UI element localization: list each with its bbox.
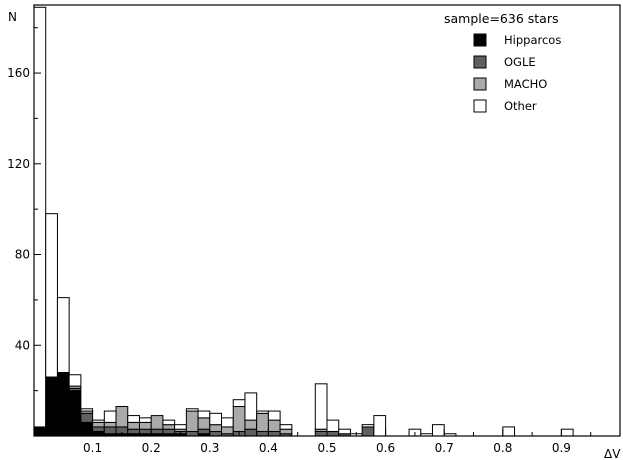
bar-other-15	[209, 412, 223, 426]
bar-macho-5	[92, 421, 105, 428]
bar-ogle-8	[127, 428, 140, 435]
bar-ogle-24	[314, 430, 328, 437]
y-ticks: 40 80 120 160	[7, 27, 41, 392]
bar-macho-6	[103, 421, 117, 428]
bar-other-0	[33, 6, 47, 428]
bar-other-12	[174, 424, 187, 430]
bar-macho-11	[162, 424, 176, 430]
bar-ogle-11	[162, 428, 176, 435]
legend-label-macho: MACHO	[504, 77, 547, 91]
bar-other-13	[185, 408, 199, 412]
bar-ogle-20	[267, 430, 281, 437]
bar-macho-7	[115, 406, 129, 428]
bar-hipparcos-3	[68, 390, 82, 437]
bar-macho-8	[127, 421, 140, 430]
bar-other-5	[92, 419, 105, 423]
bar-other-20	[267, 410, 281, 421]
bar-macho-21	[279, 428, 293, 435]
bar-other-3	[68, 374, 82, 387]
bar-macho-18	[244, 419, 258, 430]
x-tick-label: 0.2	[142, 441, 161, 455]
x-tick-label: 0.6	[376, 441, 395, 455]
x-tick-label: 0.8	[493, 441, 512, 455]
bar-other-25	[326, 419, 340, 432]
bar-hipparcos-0	[33, 426, 47, 437]
x-tick-label: 0.7	[435, 441, 454, 455]
bar-hipparcos-1	[45, 376, 58, 437]
bar-other-8	[127, 415, 140, 423]
legend-label-ogle: OGLE	[504, 55, 536, 69]
x-tick-label: 0.5	[317, 441, 336, 455]
sample-annotation: sample=636 stars	[444, 11, 558, 26]
bar-other-4	[80, 408, 94, 412]
bar-other-21	[279, 424, 293, 430]
bar-other-28	[361, 424, 375, 428]
bar-other-45	[560, 428, 574, 437]
x-tick-label: 0.9	[552, 441, 571, 455]
bar-other-29	[373, 415, 387, 437]
bar-other-17	[232, 399, 246, 408]
bar-other-2	[56, 297, 70, 373]
y-tick-label: 160	[7, 66, 30, 80]
bar-macho-15	[209, 424, 223, 432]
bar-other-9	[138, 417, 152, 423]
bar-other-1	[45, 213, 58, 378]
bar-macho-14	[197, 417, 211, 430]
y-tick-label: 120	[7, 157, 30, 171]
bar-other-26	[338, 428, 351, 435]
bar-other-11	[162, 419, 176, 426]
x-tick-label: 0.1	[83, 441, 102, 455]
legend: Hipparcos OGLE MACHO Other	[473, 33, 561, 113]
bars-layer	[33, 6, 574, 437]
x-axis-label: ΔV	[604, 447, 621, 460]
bar-other-34	[431, 424, 445, 437]
legend-swatch-hipparcos	[473, 33, 487, 47]
x-tick-label: 0.4	[259, 441, 278, 455]
bar-other-18	[244, 392, 258, 421]
bar-macho-9	[138, 421, 152, 430]
bar-hipparcos-4	[80, 421, 94, 437]
bar-other-16	[221, 417, 234, 428]
plot-frame	[33, 4, 621, 437]
bar-other-40	[502, 426, 516, 437]
bar-ogle-6	[103, 426, 117, 435]
bar-ogle-19	[256, 430, 269, 437]
bar-hipparcos-5	[92, 430, 105, 437]
bar-macho-16	[221, 426, 234, 435]
bar-ogle-4	[80, 412, 94, 423]
legend-swatch-macho	[473, 77, 487, 91]
bar-ogle-5	[92, 426, 105, 432]
bar-ogle-28	[361, 426, 375, 437]
bar-other-19	[256, 410, 269, 414]
bar-macho-19	[256, 412, 269, 432]
legend-swatch-ogle	[473, 55, 487, 69]
bar-macho-13	[185, 410, 199, 432]
bar-other-6	[103, 410, 117, 423]
x-tick-label: 0.3	[200, 441, 219, 455]
bar-macho-10	[150, 415, 164, 430]
bar-other-14	[197, 410, 211, 419]
bar-other-24	[314, 383, 328, 430]
bar-hipparcos-2	[56, 371, 70, 437]
bar-ogle-10	[150, 428, 164, 435]
bar-ogle-18	[244, 428, 258, 437]
bar-macho-17	[232, 406, 246, 432]
x-ticks: 0.1 0.2 0.3 0.4 0.5 0.6 0.7 0.8 0.9	[62, 429, 592, 455]
bar-ogle-25	[326, 430, 340, 437]
bar-ogle-9	[138, 428, 152, 435]
y-axis-label: N	[8, 10, 17, 24]
legend-label-other: Other	[504, 99, 537, 113]
bar-ogle-14	[197, 428, 211, 435]
legend-swatch-other	[473, 99, 487, 113]
legend-label-hipparcos: Hipparcos	[504, 33, 561, 47]
y-tick-label: 40	[15, 338, 30, 352]
bar-ogle-13	[185, 430, 199, 437]
bar-ogle-15	[209, 430, 223, 437]
bar-macho-20	[267, 419, 281, 432]
y-tick-label: 80	[15, 248, 30, 262]
